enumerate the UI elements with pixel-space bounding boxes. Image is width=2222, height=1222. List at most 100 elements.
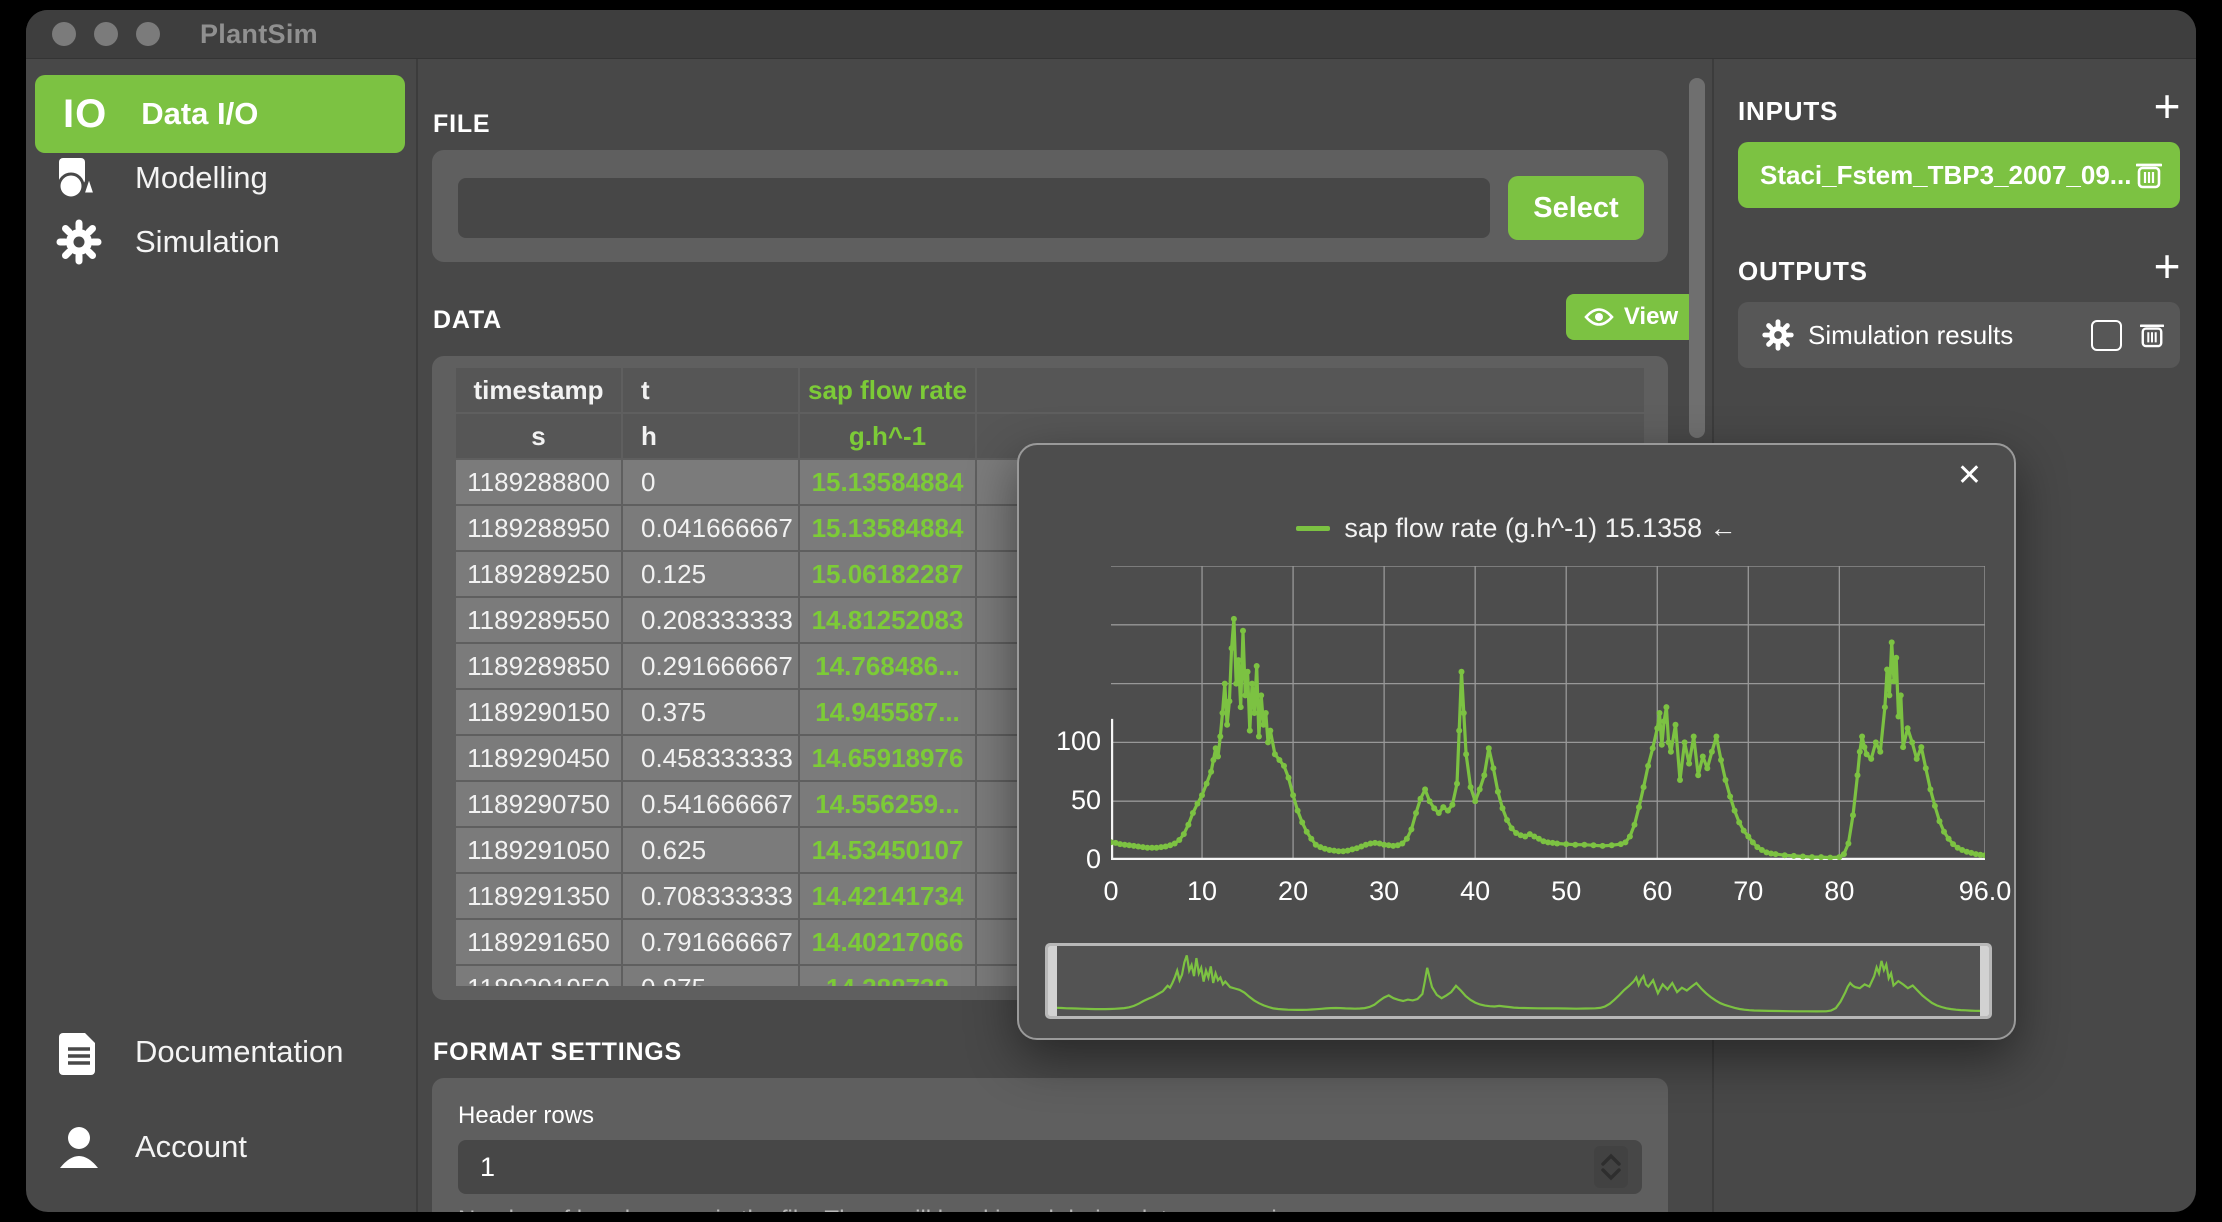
cell-timestamp: timestamp [456,368,621,412]
chevron-down-icon[interactable] [1600,1168,1622,1181]
cell-t: 0.541666667 [623,782,798,826]
sidebar-item-documentation[interactable]: Documentation [35,1025,405,1079]
cell-t: 0 [623,460,798,504]
x-tick-label: 96.0 [1958,876,2012,906]
window-title: PlantSim [200,18,318,49]
cell-filler [977,368,1644,412]
cell-sap-flow-rate: 15.06182287 [800,552,975,596]
close-icon[interactable]: ✕ [1951,457,1988,494]
eye-icon [1584,306,1614,328]
cell-timestamp: 1189290150 [456,690,621,734]
brush-handle-left[interactable] [1048,946,1057,1016]
file-panel: Select [432,150,1668,262]
cell-sap-flow-rate: 14.40217066 [800,920,975,964]
cell-t: 0.125 [623,552,798,596]
cell-sap-flow-rate: 14.388738 [800,966,975,986]
cell-t: 0.625 [623,828,798,872]
stepper-buttons[interactable] [1594,1146,1628,1188]
select-file-button[interactable]: Select [1508,176,1644,240]
cell-timestamp: 1189291350 [456,874,621,918]
file-path-input[interactable] [458,178,1490,238]
add-input-button[interactable]: + [2153,80,2181,132]
input-file-item[interactable]: Staci_Fstem_TBP3_2007_09... [1738,142,2180,208]
sidebar: IO Data I/O Modelling [26,59,418,1212]
x-tick-label: 30 [1369,876,1400,906]
trash-icon[interactable] [2136,160,2162,190]
trash-icon[interactable] [2140,321,2164,349]
gear-icon [1762,319,1794,351]
x-tick-label: 0 [1103,876,1119,906]
sidebar-item-modelling[interactable]: Modelling [35,151,405,205]
input-file-name: Staci_Fstem_TBP3_2007_09... [1760,159,2132,190]
axis-lines [1110,718,1985,861]
legend-line-swatch [1296,526,1331,531]
cell-sap-flow-rate: 14.81252083 [800,598,975,642]
format-panel: Header rows 1 Number of header rows in t… [432,1078,1668,1212]
chart-popup: ✕ sap flow rate (g.h^-1) 15.1358 ← 0 50 10… [1017,443,2016,1040]
view-button-label: View [1623,303,1679,330]
cell-sap-flow-rate: 14.768486... [800,644,975,688]
cell-t: 0.708333333 [623,874,798,918]
header-rows-stepper[interactable]: 1 [458,1140,1642,1194]
cell-timestamp: 1189291650 [456,920,621,964]
cell-sap-flow-rate: 14.945587... [800,690,975,734]
header-rows-help-text: Number of header rows in the file. These… [458,1206,1310,1212]
traffic-light-zoom-icon[interactable] [136,22,160,46]
cell-timestamp: 1189288950 [456,506,621,550]
cell-t: h [623,414,798,458]
output-checkbox[interactable] [2091,319,2122,351]
sidebar-item-account[interactable]: Account [35,1120,405,1174]
cell-sap-flow-rate: sap flow rate [800,368,975,412]
traffic-light-minimize-icon[interactable] [94,22,118,46]
brush-handle-right[interactable] [1980,946,1989,1016]
data-section-title: DATA [433,306,502,334]
cell-sap-flow-rate: 14.65918976 [800,736,975,780]
x-tick-label: 20 [1278,876,1309,906]
cell-timestamp: 1189291050 [456,828,621,872]
cell-sap-flow-rate: 14.556259... [800,782,975,826]
cell-timestamp: s [456,414,621,458]
cell-t: 0.791666667 [623,920,798,964]
x-tick-label: 40 [1460,876,1491,906]
cell-timestamp: 1189290750 [456,782,621,826]
output-item[interactable]: Simulation results [1738,302,2180,368]
cell-sap-flow-rate: 14.42141734 [800,874,975,918]
minimap-plot [1056,955,1981,1013]
traffic-light-close-icon[interactable] [52,22,76,46]
output-item-name: Simulation results [1808,319,2014,350]
cell-t: 0.041666667 [623,506,798,550]
sidebar-item-label: Data I/O [141,96,259,131]
sidebar-item-data-io[interactable]: IO Data I/O [35,75,405,153]
x-tick-label: 70 [1733,876,1764,906]
cell-t: t [623,368,798,412]
legend-label: sap flow rate (g.h^-1) 15.1358 ← [1344,513,1737,543]
file-section-title: FILE [433,110,491,138]
y-tick-label: 100 [1055,726,1101,757]
table-header-row: timestamp t sap flow rate [456,368,1644,412]
cell-sap-flow-rate: 15.13584884 [800,506,975,550]
y-tick-label: 0 [1085,844,1101,874]
chart-legend: sap flow rate (g.h^-1) 15.1358 ← [1019,513,2014,544]
chart-minimap[interactable] [1045,943,1992,1019]
cell-t: 0.458333333 [623,736,798,780]
sap-flow-series [1108,615,1988,861]
sidebar-item-simulation[interactable]: Simulation [35,215,405,269]
header-rows-label: Header rows [458,1102,595,1129]
cell-timestamp: 1189289850 [456,644,621,688]
cell-t: 0.875 [623,966,798,986]
header-rows-value: 1 [480,1151,496,1182]
x-tick-label: 60 [1642,876,1673,906]
vertical-scrollbar-thumb[interactable] [1689,78,1705,438]
view-data-button[interactable]: View [1566,294,1696,340]
person-icon [55,1123,103,1171]
sidebar-item-label: Modelling [135,160,268,195]
add-output-button[interactable]: + [2153,240,2181,292]
chevron-up-icon[interactable] [1600,1153,1622,1166]
app-window: PlantSim IO Data I/O Modelling [26,10,2196,1212]
sap-flow-chart[interactable]: 0 50 100 0 10 20 30 40 50 60 70 80 96.0 [1056,565,2011,906]
sidebar-item-label: Simulation [135,224,280,259]
x-tick-label: 80 [1824,876,1855,906]
chart-plot[interactable] [1108,565,1988,861]
grid-lines [1111,565,1986,860]
